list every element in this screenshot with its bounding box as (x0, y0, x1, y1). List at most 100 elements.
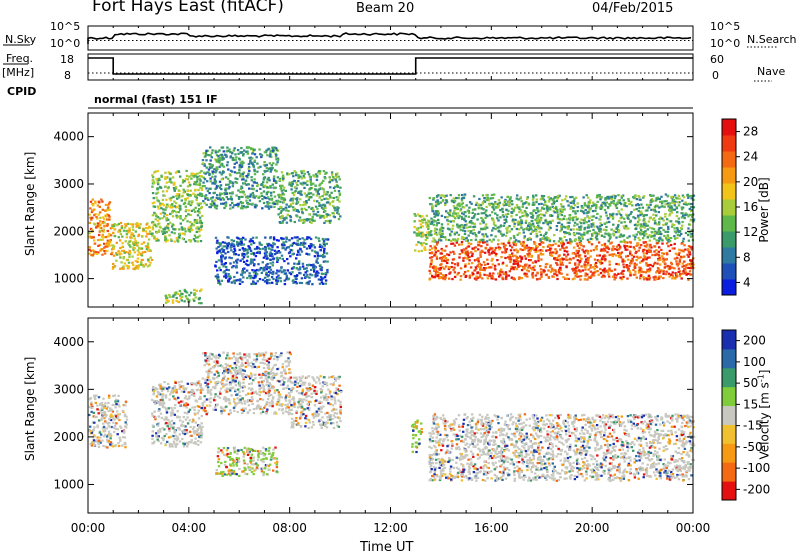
power-cell (196, 176, 198, 178)
power-cell (494, 267, 496, 269)
power-cell (124, 252, 126, 254)
power-cell (604, 243, 606, 245)
power-cell (457, 212, 459, 214)
power-cell (563, 208, 565, 210)
power-cell (499, 216, 501, 218)
power-cell (532, 276, 534, 278)
power-cell (163, 195, 165, 197)
power-cell (577, 206, 579, 208)
power-cell (250, 193, 252, 195)
power-cell (208, 173, 210, 175)
power-cell (505, 221, 507, 223)
power-cell (596, 235, 598, 237)
power-cell (242, 153, 244, 155)
power-cell (572, 252, 574, 254)
power-cell (619, 202, 621, 204)
power-cell (219, 157, 221, 159)
power-cell (283, 193, 285, 195)
power-cell (196, 178, 198, 180)
power-cell (595, 217, 597, 219)
power-cell (630, 262, 632, 264)
power-cell (468, 212, 470, 214)
power-cell (241, 242, 243, 244)
power-cell (183, 180, 185, 182)
power-cell (240, 152, 242, 154)
power-cell (181, 199, 183, 201)
power-cell (506, 229, 508, 231)
power-cell (628, 270, 630, 272)
power-cell (188, 294, 190, 296)
power-cell (263, 190, 265, 192)
power-cell (462, 260, 464, 262)
power-cell (329, 203, 331, 205)
power-cell (207, 190, 209, 192)
power-cell (165, 199, 167, 201)
power-cell (218, 166, 220, 168)
power-cell (440, 239, 442, 241)
power-cell (211, 182, 213, 184)
power-cell (281, 222, 283, 224)
power-cell (175, 202, 177, 204)
power-cell (627, 218, 629, 220)
power-cell (476, 218, 478, 220)
power-cell (303, 220, 305, 222)
power-cell (518, 276, 520, 278)
power-cell (216, 168, 218, 170)
power-cell (468, 263, 470, 265)
power-cell (453, 212, 455, 214)
power-cell (518, 228, 520, 230)
power-cell (509, 270, 511, 272)
power-cell (224, 154, 226, 156)
power-cell (474, 232, 476, 234)
power-cell (286, 258, 288, 260)
power-cell (584, 269, 586, 271)
power-cell (606, 197, 608, 199)
power-cell (218, 149, 220, 151)
power-cell (601, 244, 603, 246)
power-cell (652, 265, 654, 267)
power-cell (451, 215, 453, 217)
power-cell (575, 197, 577, 199)
power-cell (497, 239, 499, 241)
power-cell (454, 263, 456, 265)
power-cell (331, 174, 333, 176)
power-cell (587, 211, 589, 213)
power-cell (167, 300, 169, 302)
power-cell (645, 241, 647, 243)
power-cell (466, 204, 468, 206)
power-cell (261, 207, 263, 209)
power-cell (107, 207, 109, 209)
power-cell (314, 188, 316, 190)
power-cell (551, 203, 553, 205)
power-cell (158, 231, 160, 233)
power-cell (561, 224, 563, 226)
power-cell (471, 248, 473, 250)
power-cell (441, 223, 443, 225)
power-cell (587, 224, 589, 226)
power-cell (270, 244, 272, 246)
power-cell (586, 194, 588, 196)
power-cell (222, 157, 224, 159)
power-cell (464, 230, 466, 232)
power-cell (519, 216, 521, 218)
power-cell (435, 213, 437, 215)
power-cell (243, 250, 245, 252)
power-cell (624, 246, 626, 248)
power-cell (298, 260, 300, 262)
power-cell (619, 277, 621, 279)
power-cell (639, 199, 641, 201)
power-cell (413, 231, 415, 233)
power-cell (263, 257, 265, 259)
power-cell (134, 240, 136, 242)
power-cell (167, 205, 169, 207)
power-cell (211, 204, 213, 206)
power-cell (661, 239, 663, 241)
power-cell (317, 255, 319, 257)
power-cell (175, 195, 177, 197)
power-cell (194, 194, 196, 196)
power-cell (578, 226, 580, 228)
power-cell (608, 276, 610, 278)
power-cell (594, 231, 596, 233)
power-cell (318, 237, 320, 239)
power-cell (563, 243, 565, 245)
